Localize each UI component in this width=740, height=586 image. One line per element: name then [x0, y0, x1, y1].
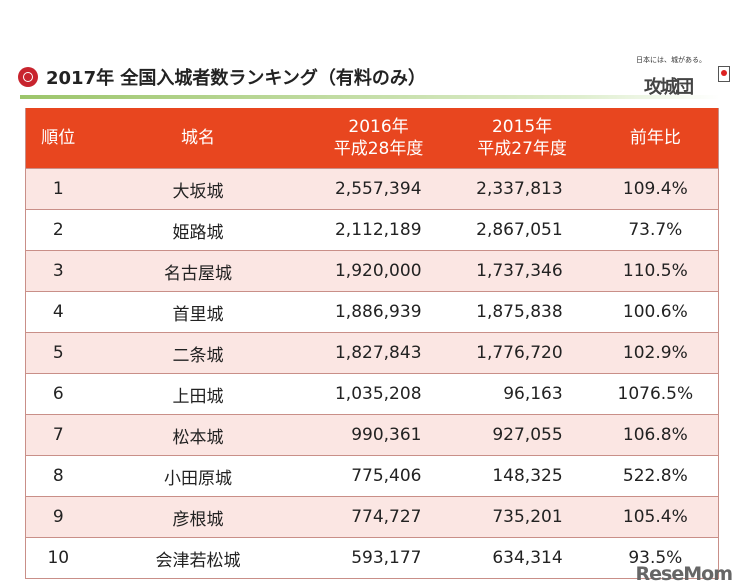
header-rank-label: 順位: [41, 128, 76, 148]
resemom-watermark: ReseMom: [635, 563, 733, 585]
table-row: 7 松本城 990,361 927,055 106.8%: [25, 414, 719, 456]
cell-rank: 1: [25, 168, 91, 210]
cell-visitors-2016: 775,406: [305, 455, 452, 497]
cell-castle-name: 小田原城: [90, 455, 306, 497]
cell-yoy-ratio: 106.8%: [592, 414, 719, 456]
header-2016-era: 平成28年度: [333, 139, 424, 159]
cell-visitors-2015: 2,867,051: [451, 209, 593, 251]
table-row: 9 彦根城 774,727 735,201 105.4%: [25, 496, 719, 538]
table-row: 5 二条城 1,827,843 1,776,720 102.9%: [25, 332, 719, 374]
table-row: 6 上田城 1,035,208 96,163 1076.5%: [25, 373, 719, 415]
table-row: 8 小田原城 775,406 148,325 522.8%: [25, 455, 719, 497]
logo-mark: 攻城団: [644, 77, 694, 98]
cell-visitors-2016: 593,177: [305, 537, 452, 579]
flag-icon: [718, 66, 730, 82]
title-bar: 2017年 全国入城者数ランキング（有料のみ）: [18, 64, 426, 90]
kojodan-logo: 日本には、城がある。 攻城団: [636, 56, 732, 104]
table-row: 2 姫路城 2,112,189 2,867,051 73.7%: [25, 209, 719, 251]
cell-yoy-ratio: 109.4%: [592, 168, 719, 210]
cell-visitors-2016: 774,727: [305, 496, 452, 538]
cell-rank: 9: [25, 496, 91, 538]
cell-visitors-2015: 96,163: [451, 373, 593, 415]
cell-visitors-2015: 735,201: [451, 496, 593, 538]
cell-yoy-ratio: 1076.5%: [592, 373, 719, 415]
ranking-table: 順位 城名 2016年 平成28年度 2015年 平成27年度 前年比 1 大坂城 2,…: [25, 108, 719, 579]
cell-visitors-2016: 1,886,939: [305, 291, 452, 333]
cell-rank: 3: [25, 250, 91, 292]
cell-yoy-ratio: 100.6%: [592, 291, 719, 333]
header-2015: 2015年 平成27年度: [451, 108, 593, 169]
cell-visitors-2016: 1,920,000: [305, 250, 452, 292]
page-title: 2017年 全国入城者数ランキング（有料のみ）: [46, 68, 426, 89]
cell-visitors-2016: 1,827,843: [305, 332, 452, 374]
cell-visitors-2015: 1,875,838: [451, 291, 593, 333]
cell-castle-name: 首里城: [90, 291, 306, 333]
castle-crest-icon: [18, 67, 38, 87]
table-row: 4 首里城 1,886,939 1,875,838 100.6%: [25, 291, 719, 333]
cell-rank: 2: [25, 209, 91, 251]
title-divider: [20, 95, 720, 99]
table-row: 3 名古屋城 1,920,000 1,737,346 110.5%: [25, 250, 719, 292]
header-2015-year: 2015年: [491, 117, 553, 137]
cell-visitors-2015: 148,325: [451, 455, 593, 497]
cell-castle-name: 名古屋城: [90, 250, 306, 292]
cell-visitors-2016: 2,557,394: [305, 168, 452, 210]
cell-rank: 5: [25, 332, 91, 374]
header-2015-era: 平成27年度: [477, 139, 567, 159]
cell-visitors-2016: 990,361: [305, 414, 452, 456]
cell-castle-name: 姫路城: [90, 209, 306, 251]
table-row: 1 大坂城 2,557,394 2,337,813 109.4%: [25, 168, 719, 210]
cell-yoy-ratio: 102.9%: [592, 332, 719, 374]
table-header-row: 順位 城名 2016年 平成28年度 2015年 平成27年度 前年比: [25, 108, 719, 169]
cell-yoy-ratio: 93.5%: [592, 537, 719, 579]
cell-castle-name: 大坂城: [90, 168, 306, 210]
cell-visitors-2015: 1,737,346: [451, 250, 593, 292]
cell-rank: 10: [25, 537, 91, 579]
cell-yoy-ratio: 110.5%: [592, 250, 719, 292]
table-row: 10 会津若松城 593,177 634,314 93.5%: [25, 537, 719, 579]
cell-visitors-2016: 2,112,189: [305, 209, 452, 251]
cell-rank: 7: [25, 414, 91, 456]
cell-rank: 8: [25, 455, 91, 497]
header-castle-name: 城名: [90, 108, 306, 169]
header-yoy-label: 前年比: [629, 128, 681, 148]
cell-yoy-ratio: 522.8%: [592, 455, 719, 497]
cell-castle-name: 上田城: [90, 373, 306, 415]
cell-rank: 6: [25, 373, 91, 415]
cell-rank: 4: [25, 291, 91, 333]
cell-visitors-2015: 634,314: [451, 537, 593, 579]
cell-visitors-2015: 2,337,813: [451, 168, 593, 210]
header-rank: 順位: [25, 108, 91, 169]
header-2016-year: 2016年: [348, 117, 409, 137]
cell-visitors-2015: 1,776,720: [451, 332, 593, 374]
cell-castle-name: 彦根城: [90, 496, 306, 538]
cell-yoy-ratio: 73.7%: [592, 209, 719, 251]
header-yoy: 前年比: [592, 108, 719, 169]
cell-visitors-2016: 1,035,208: [305, 373, 452, 415]
cell-yoy-ratio: 105.4%: [592, 496, 719, 538]
header-castle-name-label: 城名: [181, 128, 216, 148]
cell-castle-name: 二条城: [90, 332, 306, 374]
cell-castle-name: 松本城: [90, 414, 306, 456]
header-2016: 2016年 平成28年度: [305, 108, 452, 169]
cell-visitors-2015: 927,055: [451, 414, 593, 456]
cell-castle-name: 会津若松城: [90, 537, 306, 579]
logo-tagline: 日本には、城がある。: [636, 56, 706, 64]
